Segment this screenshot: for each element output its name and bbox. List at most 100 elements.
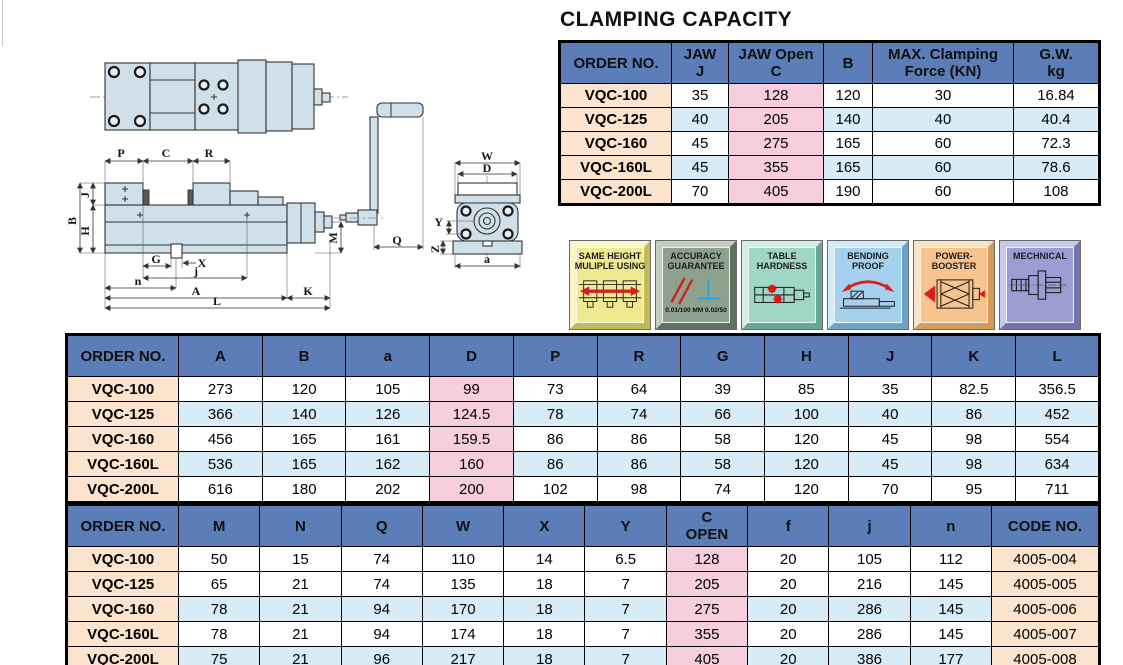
accuracy-spec-text: 0.01/100 MM 0.02/50: [665, 307, 727, 314]
value-cell: 20: [747, 621, 830, 647]
value-cell: 145: [909, 571, 993, 597]
dim-label-D: D: [483, 161, 492, 175]
value-cell: 177: [909, 646, 993, 665]
value-cell: 39: [680, 376, 766, 402]
order-no-cell: VQC-125: [66, 571, 179, 597]
column-header: P: [512, 334, 598, 377]
value-cell: 102: [512, 476, 598, 503]
value-cell: 74: [340, 571, 423, 597]
page-edge-line: [2, 0, 3, 46]
column-header: G: [680, 334, 766, 377]
column-header: C OPEN: [665, 504, 749, 547]
value-cell: 60: [872, 131, 1014, 156]
table-row: VQC-100 35 128 120 30 16.84: [559, 83, 1100, 108]
column-header: M: [177, 504, 261, 547]
dim-label-W: W: [481, 149, 493, 163]
value-cell: 95: [931, 476, 1017, 503]
dim-label-B: B: [65, 217, 79, 225]
value-cell: 21: [259, 621, 342, 647]
table-row: VQC-100 50 15 74 110 14 6.5 128 20 105 112 4005-004: [66, 546, 1100, 572]
badge-label: MECHNICAL: [1013, 251, 1067, 261]
value-cell: 126: [345, 401, 431, 427]
value-cell: 74: [596, 401, 682, 427]
dim-label-n: n: [135, 274, 142, 288]
value-cell: 98: [596, 476, 682, 503]
value-cell: 16.84: [1013, 83, 1100, 108]
order-no-cell: VQC-100: [66, 546, 179, 572]
value-cell: 356.5: [1015, 376, 1100, 402]
badge-label: MULIPLE USING: [574, 261, 646, 271]
value-cell: 86: [512, 426, 598, 452]
value-cell: 165: [261, 426, 347, 452]
value-cell: 30: [872, 83, 1014, 108]
table-row: VQC-200L 616 180 202 200 102 98 74 120 70 95 711: [66, 476, 1100, 503]
badge-label: POWER-: [935, 251, 973, 261]
badge-label: ACCURACY: [670, 251, 722, 261]
value-cell: 275: [728, 131, 824, 156]
dim-label-C: C: [162, 146, 171, 160]
dim-label-R: R: [205, 146, 214, 160]
column-header: L: [1015, 334, 1100, 377]
order-no-cell: VQC-160L: [66, 621, 179, 647]
value-cell: 20: [747, 571, 830, 597]
table-hardness-badge: TABLE HARDNESS: [741, 240, 823, 330]
section-title: CLAMPING CAPACITY: [560, 8, 793, 31]
value-cell: 64: [596, 376, 682, 402]
table-row: VQC-200L 70 405 190 60 108: [559, 179, 1100, 205]
value-cell: 4005-005: [991, 571, 1100, 597]
value-cell: 20: [747, 646, 830, 665]
order-no-cell: VQC-125: [66, 401, 179, 427]
value-cell: 174: [421, 621, 505, 647]
value-cell: 70: [671, 179, 729, 205]
value-cell: 200: [429, 476, 514, 503]
badge-label: GUARANTEE: [667, 261, 725, 271]
value-cell: 20: [747, 596, 830, 622]
value-cell: 98: [931, 426, 1017, 452]
order-no-cell: VQC-160: [66, 596, 179, 622]
value-cell: 165: [823, 131, 873, 156]
column-header: B: [261, 334, 347, 377]
value-cell: 355: [728, 155, 824, 180]
order-no-cell: VQC-200L: [559, 179, 672, 205]
dim-label-X: X: [198, 256, 207, 270]
column-header: n: [909, 504, 993, 547]
value-cell: 78.6: [1013, 155, 1100, 180]
value-cell: 82.5: [931, 376, 1017, 402]
column-header: MAX. Clamping Force (KN): [872, 41, 1014, 84]
value-cell: 15: [259, 546, 342, 572]
value-cell: 86: [512, 451, 598, 477]
value-cell: 286: [828, 621, 911, 647]
value-cell: 7: [584, 596, 667, 622]
value-cell: 162: [345, 451, 431, 477]
dim-label-Q: Q: [392, 233, 401, 247]
value-cell: 45: [847, 451, 933, 477]
column-header: ORDER NO.: [66, 334, 179, 377]
value-cell: 40.4: [1013, 107, 1100, 132]
value-cell: 4005-006: [991, 596, 1100, 622]
technical-drawing: P C R B J H M: [65, 59, 523, 311]
dim-label-Y: Y: [434, 215, 443, 229]
value-cell: 112: [909, 546, 993, 572]
value-cell: 58: [680, 426, 766, 452]
order-no-cell: VQC-100: [66, 376, 179, 402]
badge-label: BOOSTER: [931, 261, 977, 271]
value-cell: 456: [178, 426, 263, 452]
value-cell: 217: [421, 646, 505, 665]
value-cell: 86: [931, 401, 1017, 427]
column-header: G.W. kg: [1013, 41, 1100, 84]
value-cell: 4005-007: [991, 621, 1100, 647]
value-cell: 160: [429, 451, 514, 477]
value-cell: 66: [680, 401, 766, 427]
table-row: VQC-160 78 21 94 170 18 7 275 20 286 145 4005-006: [66, 596, 1100, 622]
same-height-pictogram: [578, 280, 642, 308]
value-cell: 78: [177, 596, 261, 622]
value-cell: 94: [340, 621, 423, 647]
value-cell: 85: [764, 376, 849, 402]
value-cell: 86: [596, 451, 682, 477]
order-no-cell: VQC-160L: [66, 451, 179, 477]
value-cell: 120: [764, 451, 849, 477]
dim-label-j: j: [193, 264, 198, 278]
value-cell: 190: [823, 179, 873, 205]
value-cell: 78: [512, 401, 598, 427]
value-cell: 711: [1015, 476, 1100, 503]
